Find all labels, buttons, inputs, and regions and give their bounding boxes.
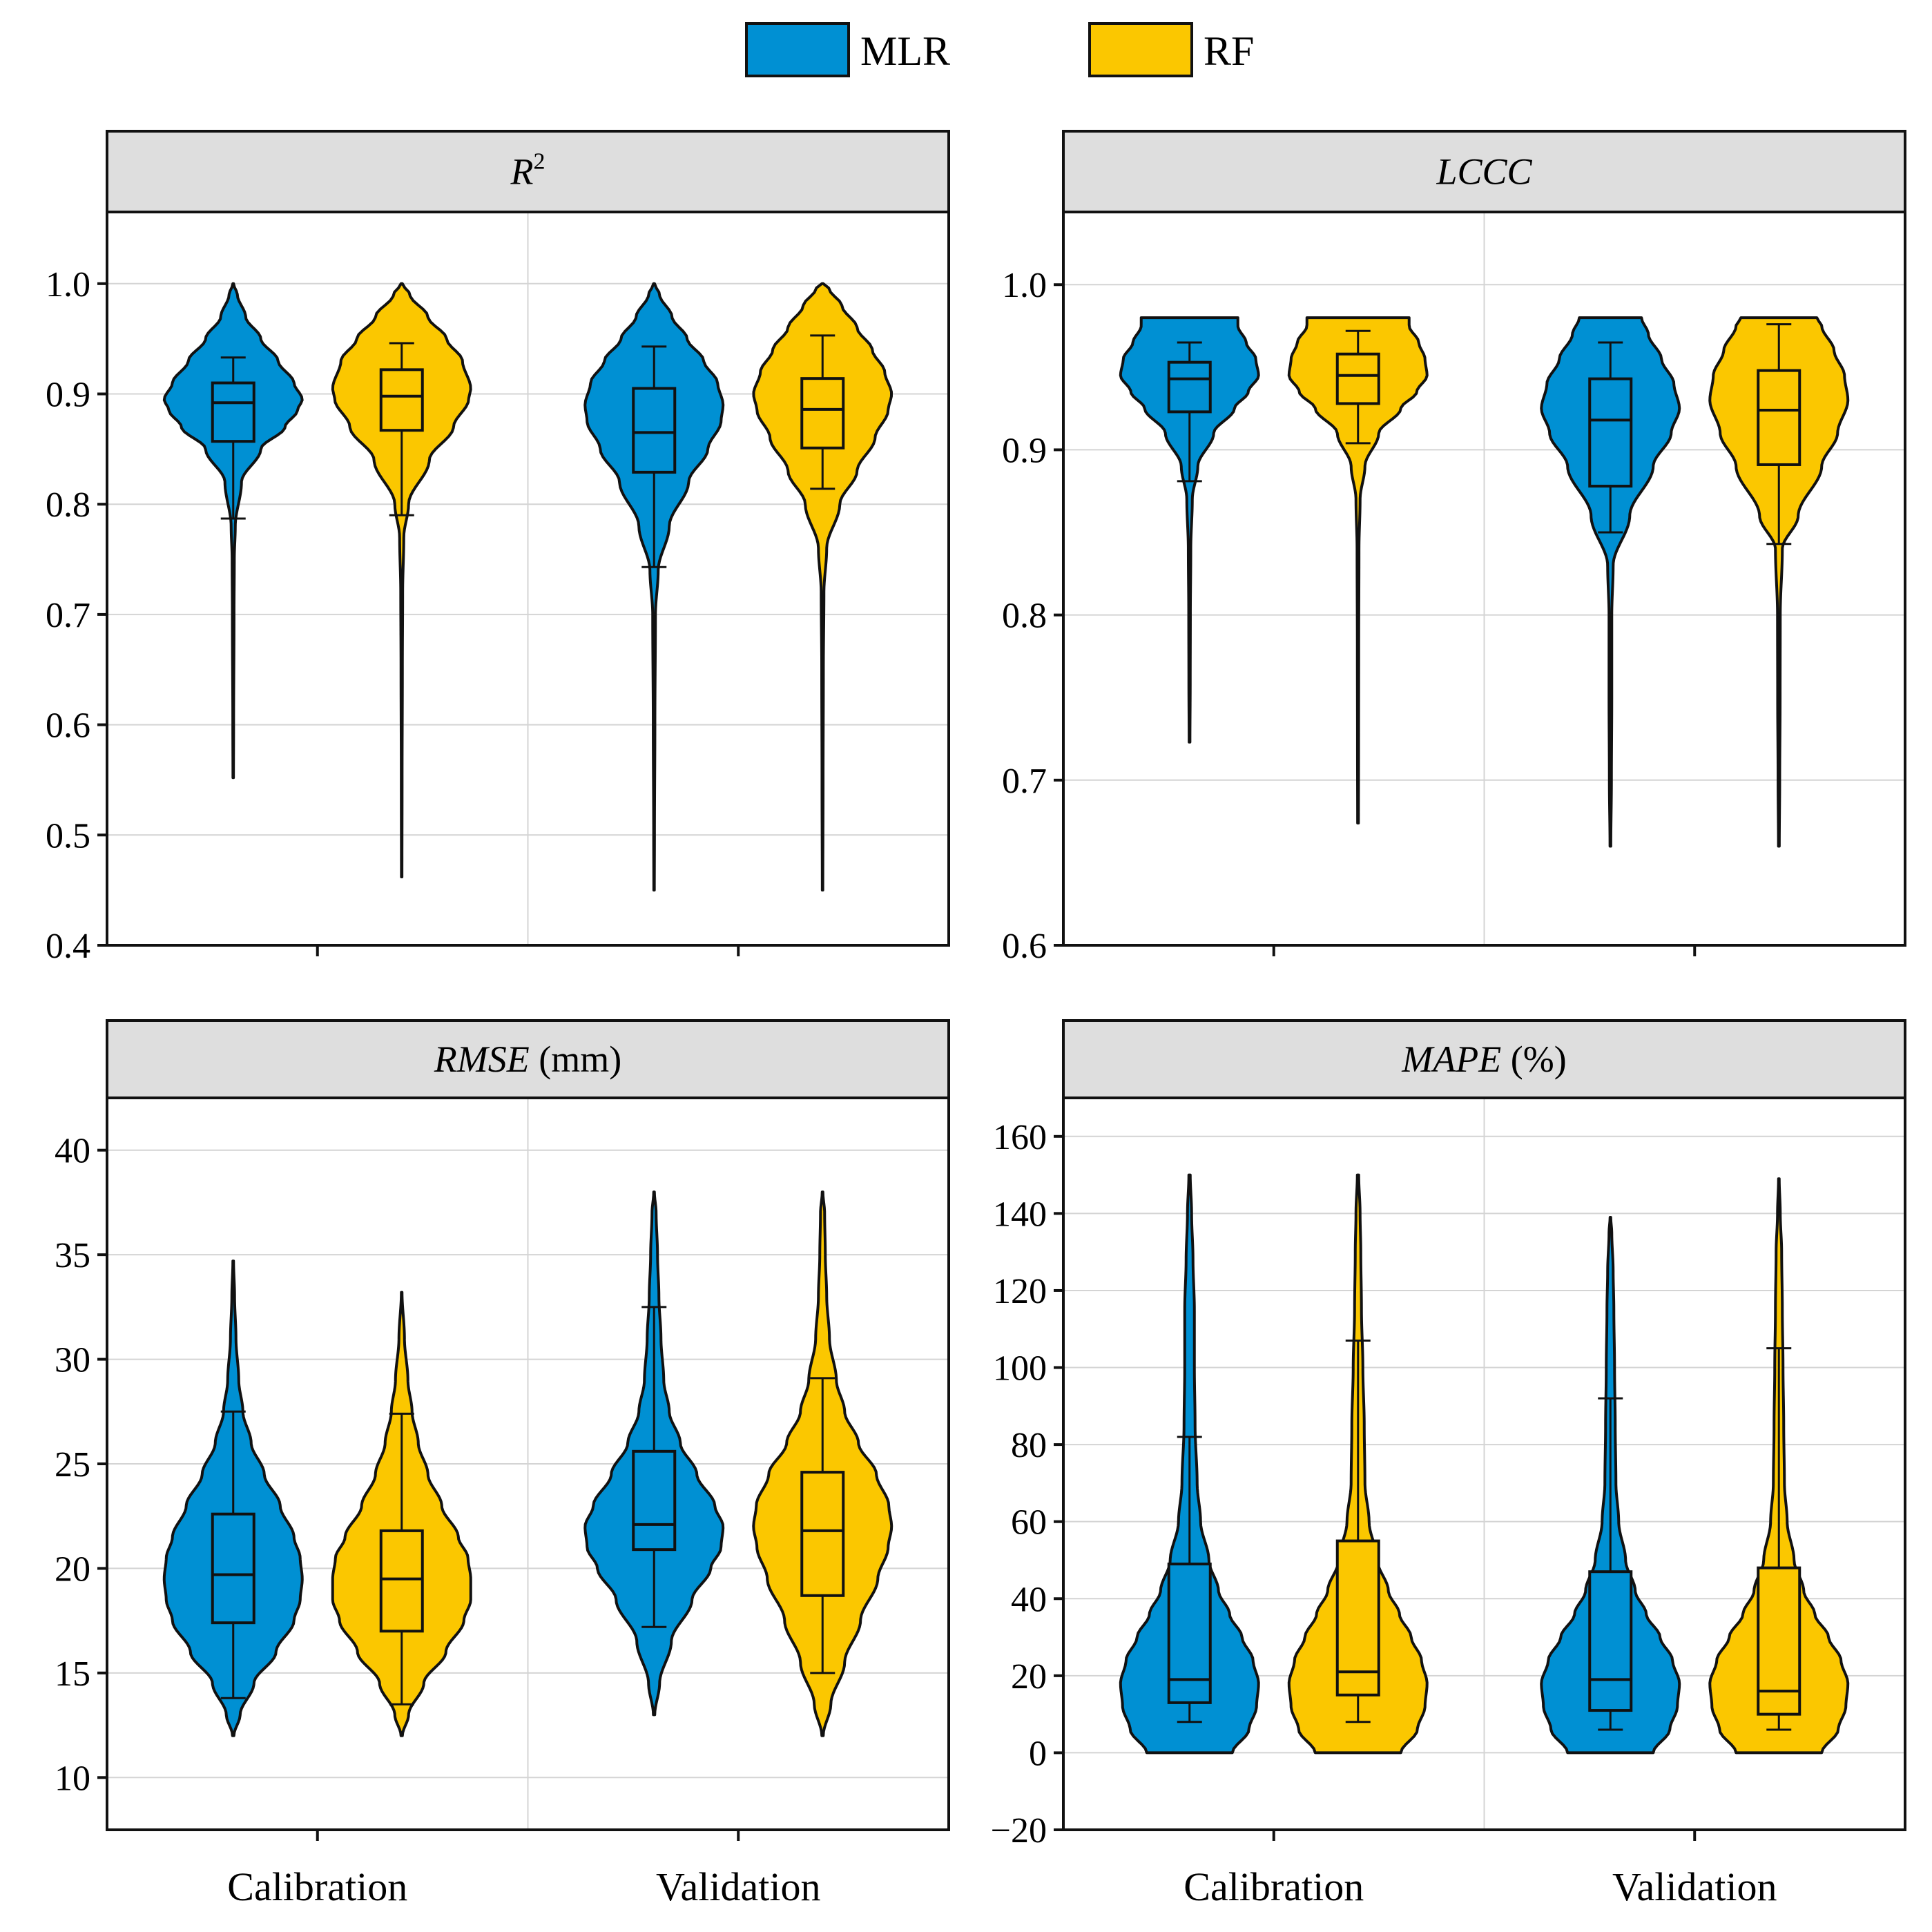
ytick-label-3: 25 — [55, 1445, 90, 1485]
strip-header — [1062, 130, 1906, 213]
violin-calibration-mlr — [162, 1259, 304, 1737]
violin-calibration-rf — [331, 1291, 472, 1737]
ytick-label-2: 0.8 — [1002, 597, 1047, 636]
ytick-label-0: 0.4 — [46, 927, 90, 966]
violin-validation-rf — [1708, 316, 1850, 848]
violin-body — [752, 282, 893, 892]
strip-title-italic: LCCC — [1436, 151, 1532, 193]
iqr-box — [1588, 1570, 1633, 1712]
ytick-label-3: 0.7 — [46, 596, 90, 635]
panels: R2 0.4 0.5 0.6 0.7 0.8 0.9 1.0 LCCC 0.6 0.7 0.8 0.9 1… — [46, 130, 1906, 1909]
violin-body — [1708, 316, 1850, 848]
iqr-box — [1167, 1563, 1212, 1704]
strip-title-italic: RMSE — [434, 1039, 530, 1080]
strip-header — [1062, 1019, 1906, 1099]
panel-1: R2 0.4 0.5 0.6 0.7 0.8 0.9 1.0 — [46, 130, 950, 966]
legend-swatch-rf — [1088, 22, 1193, 77]
iqr-box — [1167, 360, 1212, 414]
xtick-label-calibration: Calibration — [1184, 1864, 1364, 1909]
strip-header — [106, 130, 950, 213]
violin-calibration-mlr — [1119, 316, 1260, 744]
legend-swatch-mlr — [745, 22, 850, 77]
strip-title: R2 — [510, 149, 545, 193]
ytick-label-4: 1.0 — [1002, 266, 1047, 305]
ytick-label-6: 1.0 — [46, 265, 90, 305]
strip-title-unit: (mm) — [530, 1039, 621, 1080]
panel-4: MAPE (%) −20 0 20 40 60 80 100 120 140 160 Calibrat… — [991, 1019, 1906, 1909]
violin-validation-mlr — [583, 282, 725, 892]
ytick-label-4: 60 — [1011, 1503, 1047, 1543]
ytick-label-5: 80 — [1011, 1426, 1047, 1465]
strip-title-unit: (%) — [1501, 1039, 1566, 1080]
ytick-label-5: 0.9 — [46, 376, 90, 415]
ytick-label-6: 100 — [993, 1349, 1047, 1389]
violin-calibration-rf — [1287, 1173, 1429, 1755]
iqr-box — [379, 1529, 424, 1633]
ytick-label-8: 140 — [993, 1195, 1047, 1234]
violin-calibration-rf — [331, 282, 472, 878]
iqr-box — [800, 1471, 845, 1597]
iqr-box — [211, 381, 255, 443]
xtick-label-calibration: Calibration — [227, 1864, 407, 1909]
violin-calibration-mlr — [1119, 1173, 1260, 1755]
violin-validation-rf — [1708, 1177, 1850, 1755]
violin-validation-mlr — [1540, 1215, 1681, 1755]
violin-validation-rf — [752, 1190, 893, 1737]
ytick-label-0: 0.6 — [1002, 927, 1047, 966]
iqr-box — [632, 387, 677, 474]
strip-header — [106, 1019, 950, 1099]
legend-label-mlr: MLR — [860, 28, 950, 74]
violin-body — [1540, 316, 1681, 848]
iqr-box — [1588, 377, 1633, 488]
ytick-label-5: 35 — [55, 1236, 90, 1275]
legend: MLR RF — [745, 22, 1254, 77]
ytick-label-2: 0.6 — [46, 706, 90, 746]
violin-calibration-rf — [1287, 316, 1429, 824]
ytick-label-3: 0.9 — [1002, 431, 1047, 470]
violin-validation-mlr — [1540, 316, 1681, 848]
legend-label-rf: RF — [1204, 28, 1254, 74]
xtick-label-validation: Validation — [1612, 1864, 1777, 1909]
iqr-box — [632, 1449, 677, 1552]
panel-2: LCCC 0.6 0.7 0.8 0.9 1.0 — [1002, 130, 1906, 966]
ytick-label-2: 20 — [1011, 1657, 1047, 1697]
iqr-box — [1335, 352, 1380, 405]
ytick-label-1: 15 — [55, 1654, 90, 1694]
iqr-box — [211, 1512, 255, 1625]
strip-title-superscript: 2 — [534, 149, 545, 175]
violin-body — [162, 282, 304, 780]
violin-body — [331, 282, 472, 878]
xtick-label-validation: Validation — [656, 1864, 820, 1909]
violin-body — [1119, 316, 1260, 744]
ytick-label-1: 0.5 — [46, 816, 90, 856]
ytick-label-9: 160 — [993, 1118, 1047, 1157]
iqr-box — [800, 377, 845, 450]
strip-title: LCCC — [1436, 151, 1532, 193]
ytick-label-6: 40 — [55, 1132, 90, 1171]
violin-validation-rf — [752, 282, 893, 892]
panel-3: RMSE (mm) 10 15 20 25 30 35 40 Calibration Valida… — [55, 1019, 950, 1909]
strip-title-italic: MAPE — [1401, 1039, 1501, 1080]
ytick-label-3: 40 — [1011, 1580, 1047, 1619]
ytick-label-4: 30 — [55, 1341, 90, 1380]
strip-title-italic: R — [510, 151, 534, 193]
ytick-label-0: −20 — [991, 1811, 1047, 1851]
strip-title: MAPE (%) — [1401, 1039, 1566, 1080]
violin-body — [583, 282, 725, 892]
ytick-label-7: 120 — [993, 1272, 1047, 1311]
strip-title: RMSE (mm) — [434, 1039, 621, 1080]
ytick-label-2: 20 — [55, 1549, 90, 1589]
ytick-label-4: 0.8 — [46, 485, 90, 525]
ytick-label-1: 0.7 — [1002, 762, 1047, 801]
iqr-box — [1335, 1539, 1380, 1697]
iqr-box — [379, 368, 424, 432]
violin-validation-mlr — [583, 1190, 725, 1717]
violin-calibration-mlr — [162, 282, 304, 780]
ytick-label-0: 10 — [55, 1759, 90, 1798]
iqr-box — [1757, 369, 1801, 466]
violin-body — [1287, 316, 1429, 824]
ytick-label-1: 0 — [1029, 1734, 1047, 1773]
